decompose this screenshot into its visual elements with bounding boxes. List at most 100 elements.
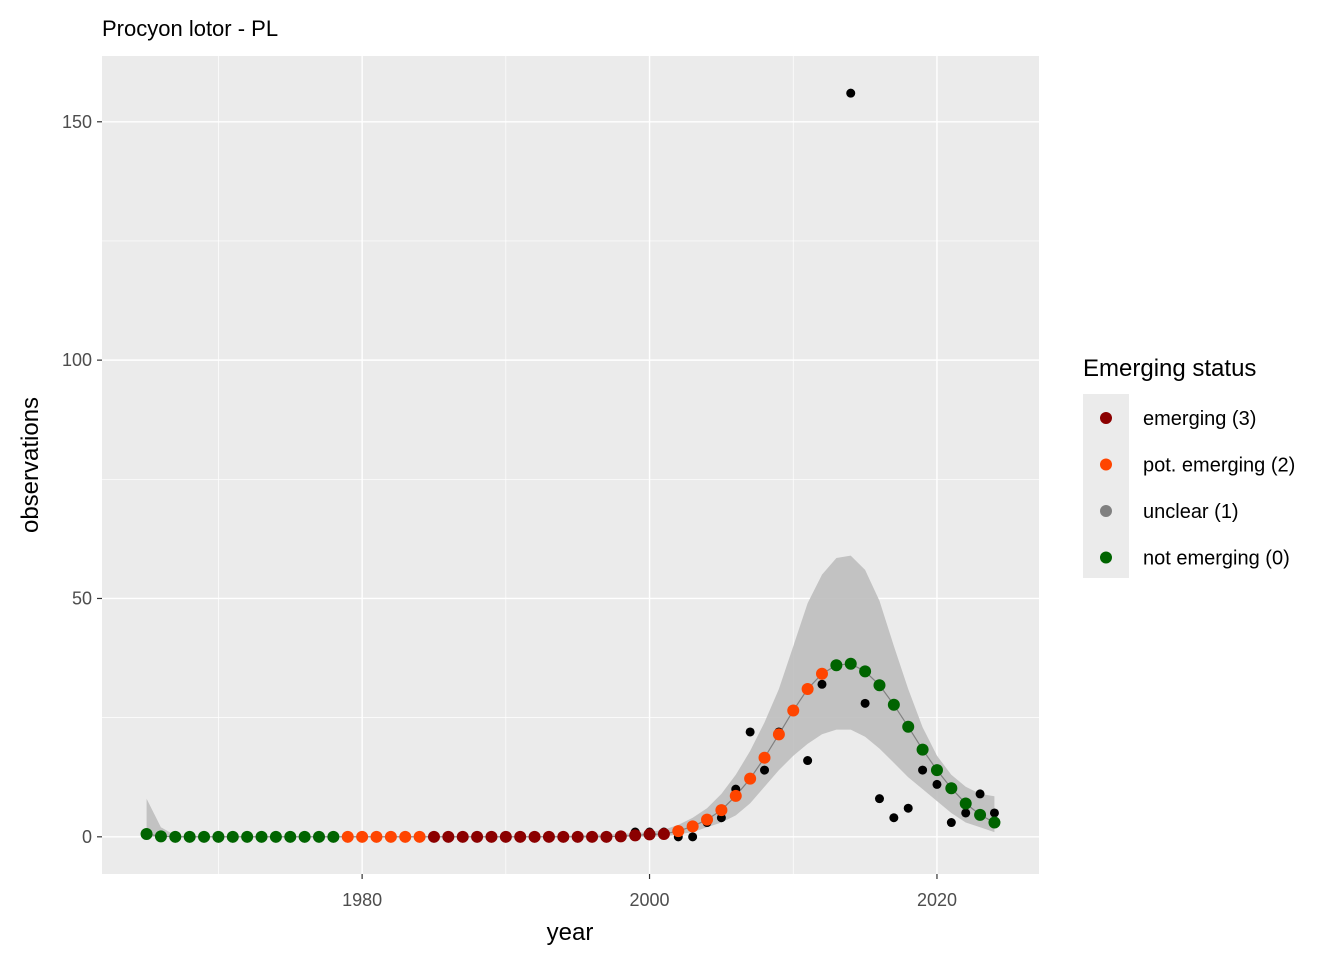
fitted-point xyxy=(528,830,541,843)
fitted-point xyxy=(859,665,872,678)
fitted-point xyxy=(255,830,268,843)
fitted-point xyxy=(427,830,440,843)
fitted-point xyxy=(815,667,828,680)
fitted-point xyxy=(356,830,369,843)
observed-point xyxy=(989,808,999,818)
fitted-point xyxy=(183,830,196,843)
observed-point xyxy=(803,756,813,766)
y-tick-label: 150 xyxy=(62,112,92,132)
fitted-point xyxy=(600,830,613,843)
x-tick-label: 2020 xyxy=(917,890,957,910)
legend: Emerging status emerging (3) pot. emergin… xyxy=(1083,355,1295,578)
observed-point xyxy=(688,832,698,842)
fitted-point xyxy=(471,830,484,843)
fitted-point xyxy=(226,830,239,843)
observed-point xyxy=(760,765,770,775)
confidence-band xyxy=(146,555,995,837)
grid-lines xyxy=(102,56,1039,874)
fitted-point xyxy=(384,830,397,843)
fitted-point xyxy=(241,830,254,843)
legend-key xyxy=(1100,412,1112,424)
fitted-point xyxy=(370,830,383,843)
y-tick-label: 50 xyxy=(72,588,92,608)
observed-point xyxy=(745,727,755,737)
fitted-point xyxy=(485,830,498,843)
fitted-point xyxy=(313,830,326,843)
x-tick-label: 1980 xyxy=(342,890,382,910)
fitted-point xyxy=(959,797,972,810)
observed-point xyxy=(932,779,942,789)
fitted-point xyxy=(945,782,958,795)
fitted-point xyxy=(399,830,412,843)
fitted-point xyxy=(772,728,785,741)
fitted-point xyxy=(844,657,857,670)
x-axis: 1980 2000 2020 xyxy=(342,874,957,910)
fitted-point xyxy=(657,827,670,840)
legend-key xyxy=(1100,505,1112,517)
legend-label: emerging (3) xyxy=(1143,408,1256,430)
fitted-point xyxy=(729,789,742,802)
confidence-band-layer xyxy=(146,555,995,837)
fitted-point xyxy=(341,830,354,843)
fitted-point xyxy=(974,808,987,821)
fitted-point xyxy=(284,830,297,843)
fitted-point xyxy=(269,830,282,843)
fitted-point xyxy=(198,830,211,843)
fitted-point xyxy=(930,764,943,777)
fitted-point xyxy=(902,720,915,733)
observed-point xyxy=(975,789,985,799)
observed-point xyxy=(889,813,899,823)
fitted-point xyxy=(456,830,469,843)
legend-entries: emerging (3) pot. emerging (2) unclear (1)… xyxy=(1100,408,1295,570)
fitted-point xyxy=(887,698,900,711)
fitted-point xyxy=(643,828,656,841)
fitted-point xyxy=(787,704,800,717)
legend-label: pot. emerging (2) xyxy=(1143,455,1295,477)
legend-key xyxy=(1100,458,1112,471)
y-axis: 0 50 100 150 xyxy=(62,112,102,847)
observed-point xyxy=(918,765,928,775)
y-tick-label: 0 xyxy=(82,827,92,847)
fitted-point xyxy=(672,825,685,838)
y-tick-label: 100 xyxy=(62,350,92,370)
fitted-point xyxy=(212,830,225,843)
fitted-point xyxy=(542,830,555,843)
fitted-point xyxy=(744,772,757,785)
fitted-point xyxy=(686,820,699,833)
fitted-point xyxy=(169,830,182,843)
fitted-point xyxy=(701,813,714,826)
fitted-point xyxy=(413,830,426,843)
observed-point xyxy=(946,818,956,828)
legend-key-background xyxy=(1083,394,1129,578)
fitted-point xyxy=(154,830,167,843)
fitted-points-layer xyxy=(140,657,1001,843)
observed-point xyxy=(903,803,913,813)
x-axis-title: year xyxy=(547,919,594,946)
fitted-point xyxy=(514,830,527,843)
legend-label: unclear (1) xyxy=(1143,501,1239,523)
y-axis-title: observations xyxy=(17,397,44,533)
legend-title: Emerging status xyxy=(1083,355,1256,382)
fitted-point xyxy=(442,830,455,843)
fitted-point xyxy=(327,830,340,843)
observed-point xyxy=(874,794,884,804)
observed-point xyxy=(961,808,971,818)
fitted-point xyxy=(298,830,311,843)
fitted-point xyxy=(499,830,512,843)
fitted-point xyxy=(614,830,627,843)
fitted-point xyxy=(758,751,771,764)
fitted-point xyxy=(830,659,843,672)
legend-key xyxy=(1100,551,1112,564)
fitted-point xyxy=(916,743,929,756)
observed-point xyxy=(860,698,870,708)
fitted-point xyxy=(140,827,153,840)
legend-label: not emerging (0) xyxy=(1143,548,1290,570)
fitted-point xyxy=(629,829,642,842)
fitted-point xyxy=(586,830,599,843)
fitted-point xyxy=(873,679,886,692)
x-tick-label: 2000 xyxy=(630,890,670,910)
fitted-point xyxy=(571,830,584,843)
fitted-point xyxy=(557,830,570,843)
fitted-point xyxy=(715,804,728,817)
